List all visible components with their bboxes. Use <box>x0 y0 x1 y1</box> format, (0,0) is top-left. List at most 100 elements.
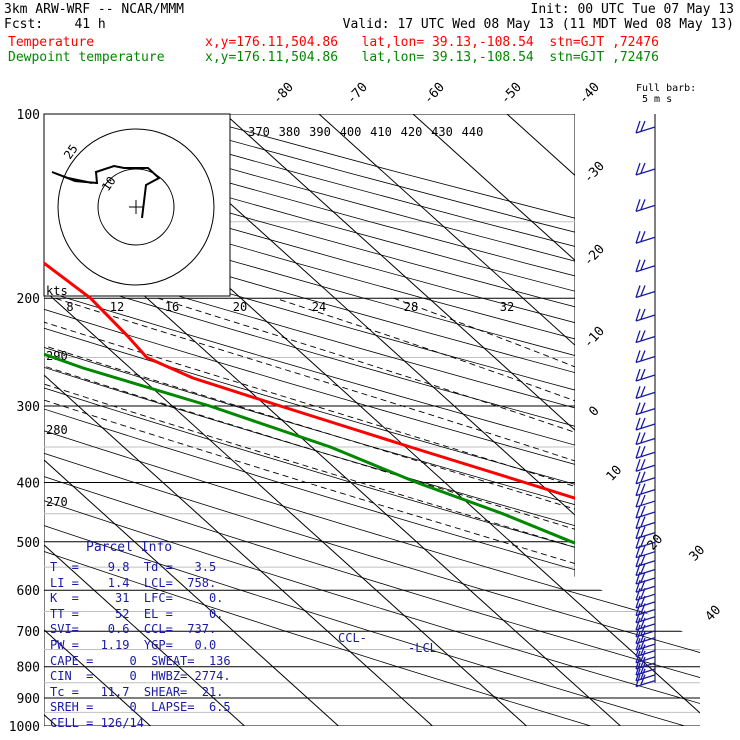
isotherm-label: 10 <box>604 463 626 485</box>
dry-adiabat <box>44 114 700 726</box>
theta-e-label: 440 <box>462 125 484 139</box>
theta-e-label: 380 <box>279 125 301 139</box>
lcl-marker: -LCL <box>408 641 437 655</box>
wind-barb <box>635 637 656 651</box>
pressure-label-1000: 1000 <box>9 720 40 735</box>
isotherm-label: -10 <box>581 324 608 351</box>
model-title: 3km ARW-WRF -- NCAR/MMM <box>4 2 185 17</box>
sounding-profiles <box>44 261 575 545</box>
wind-barb <box>635 471 656 485</box>
thermo-grid <box>44 114 700 726</box>
forecast-hour: Fcst: 41 h <box>4 17 106 32</box>
isotherm-label: -50 <box>498 80 525 107</box>
parcel-info-row: LI = 1.4 LCL= 758. <box>50 575 217 590</box>
pressure-label-100: 100 <box>17 108 40 123</box>
wind-barb <box>635 120 656 134</box>
isotherm <box>600 114 700 726</box>
valid-time: Valid: 17 UTC Wed 08 May 13 (11 MDT Wed … <box>342 17 734 32</box>
isotherm <box>44 114 245 726</box>
wind-barb <box>635 459 656 472</box>
moist-adiabat <box>44 297 700 726</box>
theta-label: 280 <box>46 423 68 437</box>
hodograph-scale-label: 12 <box>110 300 124 314</box>
parcel-info-row: CIN = 0 HWBZ= 2774. <box>50 669 231 684</box>
theta-e-label: 390 <box>309 125 331 139</box>
hodograph-scale-label: 20 <box>233 300 247 314</box>
moist-adiabat <box>44 297 700 726</box>
theta-e-label: 430 <box>431 125 453 139</box>
pressure-label-800: 800 <box>17 661 40 676</box>
wind-barb <box>635 162 656 176</box>
wind-barb <box>635 285 656 299</box>
hodograph-scale-label: 24 <box>312 300 326 314</box>
moist-adiabat <box>44 297 700 726</box>
wind-barb <box>635 368 656 382</box>
isotherm <box>694 114 700 726</box>
wind-barb <box>635 259 656 273</box>
pressure-label-600: 600 <box>17 584 40 599</box>
pressure-label-500: 500 <box>17 536 40 551</box>
full-barb-title: Full barb: <box>636 83 697 94</box>
isotherm-label: -30 <box>581 159 608 186</box>
hodograph-ring-label: 25 <box>61 142 81 162</box>
dry-adiabat <box>44 114 700 726</box>
wind-barb <box>635 402 656 416</box>
dry-adiabat <box>44 114 700 726</box>
wind-barb <box>635 445 656 459</box>
parcel-info-row: Tc = 11.7 SHEAR= 21. <box>50 684 224 699</box>
parcel-info-row: SREH = 0 LAPSE= 6.5 <box>50 700 231 715</box>
parcel-info-row: TT = 52 EL = 0. <box>50 606 224 621</box>
dewpoint-location: x,y=176.11,504.86 lat,lon= 39.13,-108.54… <box>205 50 659 65</box>
pressure-label-300: 300 <box>17 400 40 415</box>
isotherm <box>44 114 433 726</box>
wind-barb <box>635 330 656 344</box>
pressure-label-400: 400 <box>17 476 40 491</box>
hodograph-scale-label: 32 <box>500 300 514 314</box>
isotherm <box>318 114 700 726</box>
temperature-legend: Temperature <box>8 35 95 50</box>
hodograph-units: kts <box>46 284 68 298</box>
dry-adiabat <box>44 114 592 726</box>
hodograph-scale-label: 28 <box>404 300 418 314</box>
isotherm-label: 40 <box>703 603 725 625</box>
dry-adiabat <box>44 114 700 726</box>
wind-barb <box>635 386 656 399</box>
parcel-info-row: PW = 1.19 YGP= 0.0 <box>50 638 217 652</box>
dewpoint-legend: Dewpoint temperature <box>8 50 165 65</box>
isotherm-label: 0 <box>586 404 602 420</box>
moist-adiabat <box>393 297 700 726</box>
dewpoint-profile <box>44 352 575 545</box>
pressure-label-700: 700 <box>17 625 40 640</box>
wind-barb <box>635 417 656 431</box>
theta-e-label: 420 <box>401 125 423 139</box>
dry-adiabat <box>44 114 700 726</box>
theta-e-label: 410 <box>370 125 392 139</box>
hodograph-trace <box>51 164 161 219</box>
theta-label: 270 <box>46 495 68 509</box>
isotherm <box>506 114 700 726</box>
dry-adiabat <box>44 114 700 726</box>
temperature-location: x,y=176.11,504.86 lat,lon= 39.13,-108.54… <box>205 35 659 50</box>
parcel-info-row: SVI= 0.6 CCL= 737. <box>50 622 217 637</box>
pressure-label-200: 200 <box>17 292 40 307</box>
hodograph-ring-label: 10 <box>99 174 119 194</box>
wind-barb <box>635 505 656 519</box>
isotherm-label: -40 <box>576 80 603 107</box>
theta-e-label: 370 <box>248 125 270 139</box>
parcel-info-row: CAPE = 0 SWEAT= 136 <box>50 653 231 668</box>
isotherm-label: -60 <box>421 80 448 107</box>
wind-barb <box>635 650 656 664</box>
dry-adiabat <box>182 114 700 726</box>
dry-adiabat <box>44 114 700 726</box>
isotherm <box>224 114 700 726</box>
hodograph-scale-label: 8 <box>66 300 73 314</box>
wind-barb <box>635 656 656 670</box>
wind-barb <box>635 432 656 446</box>
isotherm-label: -70 <box>344 80 371 107</box>
wind-barb <box>635 199 656 212</box>
isotherm <box>412 114 700 726</box>
init-time: Init: 00 UTC Tue 07 May 13 <box>530 2 735 17</box>
dry-adiabat <box>44 114 700 726</box>
wind-barb <box>635 494 656 508</box>
parcel-info-row: CELL = 126/14 <box>50 716 144 730</box>
